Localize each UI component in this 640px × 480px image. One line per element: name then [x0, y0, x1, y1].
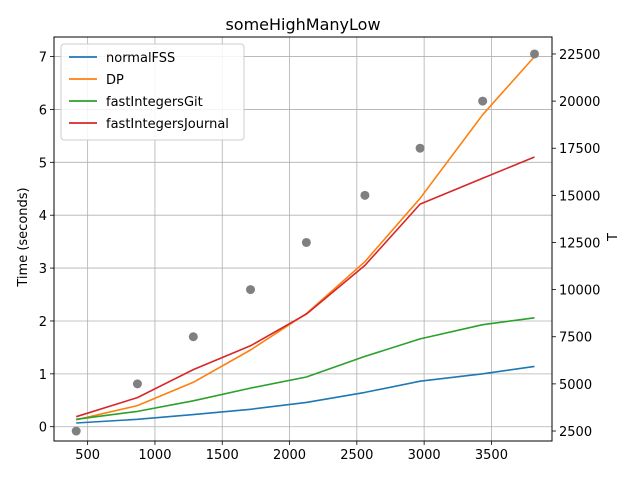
scatter-point-T — [301, 237, 311, 247]
scatter-layer — [71, 49, 540, 436]
y-tick-label: 3 — [39, 262, 47, 277]
x-tick-label: 3500 — [475, 448, 508, 463]
y-tick-label: 7 — [39, 51, 47, 66]
legend-label: DP — [106, 73, 124, 88]
y2-tick-label: 2500 — [559, 425, 592, 440]
y-tick-label: 6 — [39, 103, 47, 118]
series-line-normalFSS — [76, 365, 535, 424]
plot-frame — [53, 36, 553, 442]
y-tick-label: 1 — [39, 368, 47, 383]
y-tick-label: 5 — [39, 156, 47, 171]
series-layer — [75, 56, 536, 424]
x-tick-label: 3000 — [408, 448, 441, 463]
x-tick-label: 500 — [75, 448, 100, 463]
y2-tick-label: 12500 — [559, 236, 600, 251]
legend-label: normalFSS — [106, 51, 175, 66]
ticks: 500 1000 1500 2000 2500 3000 3500 0 1 2 3 4 5 6 7 2500 5… — [39, 48, 601, 463]
chart-title: someHighManyLow — [225, 15, 380, 34]
x-tick-label: 1000 — [138, 448, 171, 463]
series-line-fastIntegersGit — [76, 317, 535, 421]
series-line-fastIntegersJournal — [75, 156, 535, 418]
y2-tick-label: 20000 — [559, 95, 600, 110]
y2-tick-label: 7500 — [559, 331, 592, 346]
y2-tick-label: 17500 — [559, 142, 600, 157]
scatter-point-T — [415, 143, 425, 153]
legend-box — [60, 43, 245, 141]
legend-label: fastIntegersGit — [106, 95, 203, 110]
y-tick-label: 4 — [39, 209, 47, 224]
y2-tick-label: 5000 — [559, 378, 592, 393]
y-axis-title: Time (seconds) — [16, 187, 31, 287]
scatter-point-T — [246, 285, 256, 295]
scatter-point-T — [530, 49, 540, 59]
scatter-point-T — [71, 426, 81, 436]
legend: normalFSS DP fastIntegersGit fastIntegersJo… — [60, 43, 245, 141]
x-tick-label: 2000 — [273, 448, 306, 463]
y2-tick-label: 15000 — [559, 189, 600, 204]
legend-label: fastIntegersJournal — [106, 117, 229, 132]
y2-axis-title: T — [606, 233, 621, 242]
y-tick-label: 2 — [39, 315, 47, 330]
y2-tick-label: 10000 — [559, 284, 600, 299]
y2-tick-label: 22500 — [559, 48, 600, 63]
x-tick-label: 2500 — [340, 448, 373, 463]
scatter-point-T — [478, 96, 488, 106]
scatter-point-T — [360, 190, 370, 200]
x-tick-label: 1500 — [206, 448, 239, 463]
scatter-point-T — [132, 379, 142, 389]
y-tick-label: 0 — [39, 421, 47, 436]
scatter-point-T — [188, 332, 198, 342]
